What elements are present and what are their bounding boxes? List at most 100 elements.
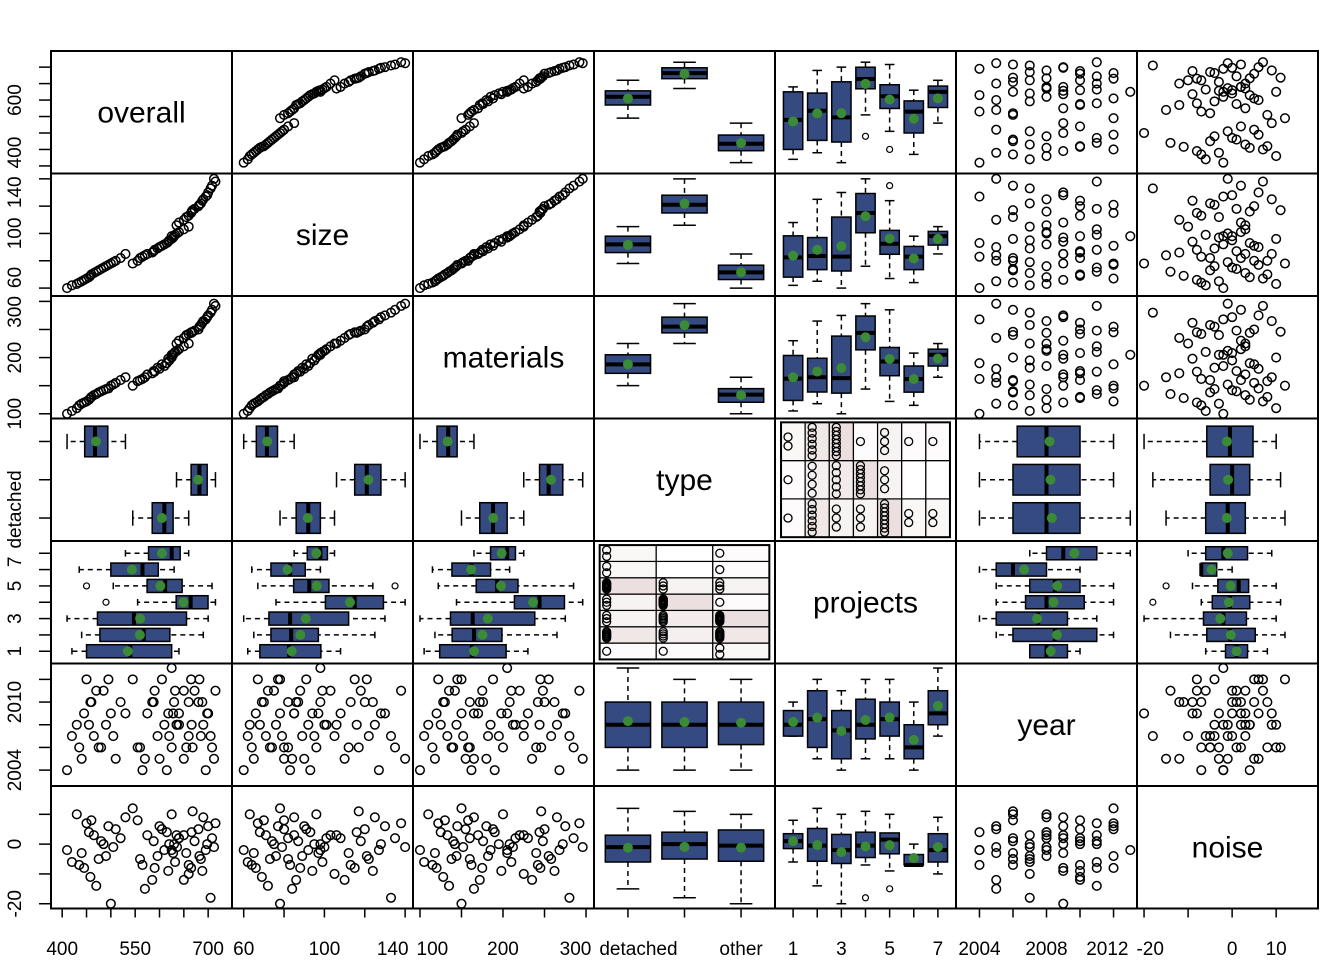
box	[99, 627, 171, 643]
scatter-point	[173, 708, 185, 719]
scatter-point	[105, 708, 116, 719]
scatter-point	[1108, 850, 1119, 862]
boxplot	[1187, 545, 1273, 561]
scatter-point	[991, 824, 1002, 835]
boxplot	[855, 810, 876, 902]
mosaic-point	[658, 633, 668, 643]
scatter-point	[307, 353, 318, 364]
boxplot	[978, 562, 1081, 577]
scatter-point	[96, 836, 107, 847]
scatter-point	[289, 118, 300, 129]
scatter-point	[343, 742, 354, 753]
scatter-point	[262, 880, 273, 891]
panel-border	[412, 662, 595, 787]
scatter-point	[1275, 72, 1286, 83]
scatter-point	[1244, 73, 1255, 84]
scatter-point	[518, 220, 529, 231]
scatter-point	[1262, 109, 1273, 120]
scatter-point	[1178, 141, 1189, 152]
boxplot	[66, 611, 209, 626]
boxplot	[903, 843, 925, 867]
scatter-point	[502, 845, 513, 856]
scatter-point	[1240, 268, 1251, 279]
scatter-point	[1196, 697, 1207, 708]
mean-point	[1221, 436, 1232, 447]
scatter-point	[557, 839, 568, 850]
scatter-point	[535, 674, 546, 685]
scatter-point	[166, 233, 177, 244]
scatter-point	[504, 839, 515, 850]
scatter-point	[1108, 321, 1119, 332]
scatter-point	[1240, 390, 1251, 401]
y-tick-label: 2004	[5, 749, 26, 792]
diagonal-label-size: size	[296, 219, 349, 252]
scatter-point	[307, 708, 318, 719]
scatter-point	[518, 830, 529, 841]
mosaic-cell	[925, 460, 951, 500]
scatter-point	[1275, 742, 1286, 753]
mosaic-point	[807, 499, 817, 509]
scatter-point	[295, 862, 306, 874]
scatter-point	[1041, 131, 1052, 142]
scatter-point	[200, 765, 211, 776]
scatter-point	[1024, 139, 1035, 150]
scatter-point	[1191, 73, 1202, 84]
scatter-point	[1271, 403, 1282, 414]
panel-projects-vs-projects: projects	[774, 540, 957, 665]
scatter-point	[295, 685, 306, 696]
scatter-point	[474, 697, 485, 708]
scatter-point	[493, 731, 504, 742]
scatter-point	[1058, 353, 1069, 364]
boxplot	[131, 501, 190, 535]
scatter-point	[1200, 346, 1211, 358]
scatter-point	[1266, 719, 1277, 730]
scatter-point	[367, 865, 378, 876]
scatter-point	[1091, 836, 1102, 847]
mosaic-point	[602, 594, 612, 604]
scatter-point	[478, 246, 489, 257]
mean-point	[262, 436, 273, 447]
scatter-point	[315, 349, 326, 360]
scatter-point	[139, 883, 150, 894]
scatter-point	[103, 674, 114, 685]
boxplot	[604, 667, 652, 771]
scatter-point	[264, 742, 275, 753]
scatter-point	[477, 862, 488, 874]
mosaic-cell	[925, 421, 951, 462]
scatter-point	[373, 765, 384, 776]
scatter-point	[1196, 373, 1207, 384]
scatter-point	[1240, 719, 1251, 730]
scatter-point	[1138, 127, 1150, 139]
boxplot	[978, 501, 1132, 535]
boxplot	[903, 352, 925, 407]
scatter-point	[518, 731, 529, 742]
panel-type-vs-overall	[50, 417, 233, 542]
boxplot	[275, 594, 406, 610]
boxplot	[1143, 425, 1277, 458]
scatter-point	[163, 865, 174, 876]
scatter-point	[313, 708, 324, 719]
scatter-point	[1024, 307, 1035, 318]
scatter-point	[1174, 332, 1185, 343]
scatter-point	[438, 871, 449, 882]
scatter-point	[1249, 697, 1260, 708]
scatter-point	[1024, 405, 1035, 417]
mean-point	[528, 597, 539, 608]
scatter-point	[1007, 136, 1019, 147]
scatter-point	[1058, 372, 1069, 383]
scatter-point	[1262, 742, 1273, 753]
scatter-point	[1007, 352, 1019, 363]
outlier-point	[1162, 582, 1170, 590]
mosaic-point	[831, 446, 841, 457]
scatter-point	[375, 839, 386, 850]
scatter-point	[1138, 258, 1150, 269]
scatter-point	[1058, 187, 1069, 198]
x-tick-label: other	[719, 939, 763, 960]
scatter-point	[379, 62, 391, 73]
mosaic-cell-rect	[780, 421, 806, 462]
scatter-point	[414, 765, 426, 776]
scatter-point	[1041, 272, 1052, 283]
panel-materials-vs-materials: materials	[412, 295, 595, 420]
scatter-point	[170, 685, 181, 696]
scatter-point	[502, 708, 513, 719]
